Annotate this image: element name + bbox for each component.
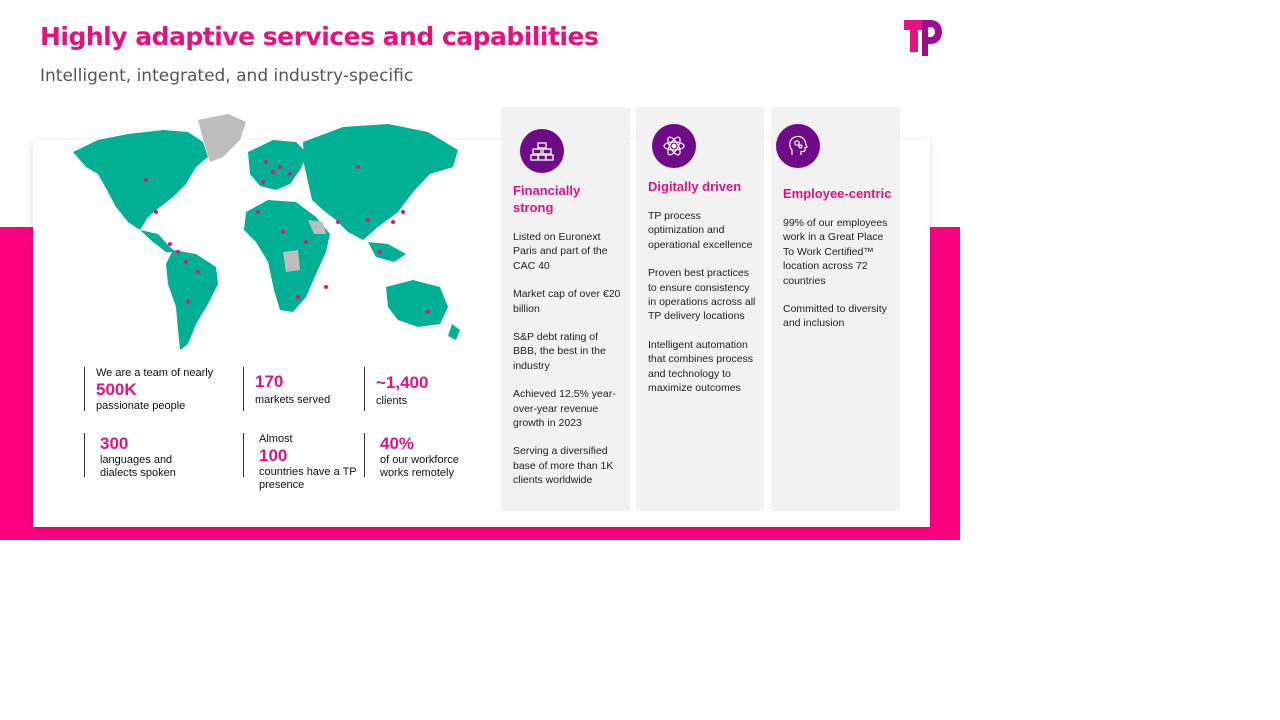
- column-financially-strong: Financially strong Listed on Euronext Pa…: [501, 107, 630, 511]
- stat-team-size: We are a team of nearly 500K passionate …: [84, 367, 246, 412]
- slide: Highly adaptive services and capabilitie…: [0, 16, 960, 540]
- column-text: 99% of our employees work in a Great Pla…: [783, 216, 893, 345]
- stat-label: countries have a TP presence: [259, 466, 357, 491]
- stat-value: ~1,400: [376, 373, 429, 392]
- column-item: Market cap of over €20 billion: [513, 288, 621, 315]
- gold-bars-icon: [520, 129, 564, 173]
- stat-label: passionate people: [96, 400, 186, 412]
- column-item: Intelligent automation that combines pro…: [648, 338, 754, 395]
- map-africa-gray: [283, 250, 300, 272]
- column-item: Committed to diversity and inclusion: [783, 303, 887, 330]
- map-new-zealand: [448, 324, 460, 340]
- map-north-america: [73, 130, 208, 230]
- stat-value: 500K: [96, 380, 137, 399]
- column-employee-centric: Employee-centric 99% of our employees wo…: [771, 107, 900, 511]
- stat-remote: 40% of our workforce works remotely: [364, 433, 480, 479]
- column-text: Listed on Euronext Paris and part of the…: [513, 230, 623, 502]
- map-central-america: [140, 230, 176, 252]
- map-greenland: [198, 114, 246, 162]
- stat-value: 40%: [380, 434, 415, 453]
- page-subtitle: Intelligent, integrated, and industry-sp…: [40, 66, 414, 86]
- column-item: Proven best practices to ensure consiste…: [648, 267, 756, 323]
- map-se-asia: [368, 242, 406, 262]
- column-digitally-driven: Digitally driven TP process optimization…: [636, 107, 764, 511]
- stat-label: languages and dialects spoken: [100, 454, 176, 479]
- stat-markets: 170 markets served: [243, 367, 355, 411]
- map-south-america: [166, 250, 218, 350]
- stat-label: clients: [376, 395, 408, 407]
- stat-languages: 300 languages and dialects spoken: [84, 433, 210, 479]
- stat-value: 100: [259, 446, 288, 465]
- column-item: 99% of our employees work in a Great Pla…: [783, 217, 888, 287]
- column-item: Achieved 12.5% year-over-year revenue gr…: [513, 388, 616, 430]
- column-item: S&P debt rating of BBB, the best in the …: [513, 331, 606, 372]
- stat-label: markets served: [255, 394, 331, 406]
- stat-countries: Almost 100 countries have a TP presence: [243, 433, 359, 491]
- head-gears-icon: [776, 124, 820, 168]
- location-markers: [144, 160, 430, 314]
- world-map: [73, 114, 460, 350]
- column-heading: Financially strong: [513, 183, 581, 215]
- map-europe: [248, 140, 308, 190]
- stat-pre: Almost: [259, 433, 293, 445]
- column-item: Serving a diversified base of more than …: [513, 445, 614, 487]
- stat-clients: ~1,400 clients: [364, 367, 476, 411]
- map-asia: [303, 124, 458, 240]
- map-asia-gray: [308, 220, 326, 234]
- stat-value: 300: [100, 434, 129, 453]
- stat-label: of our workforce works remotely: [380, 454, 459, 479]
- stat-value: 170: [255, 372, 284, 391]
- map-australia: [386, 280, 448, 327]
- page-title: Highly adaptive services and capabilitie…: [40, 22, 599, 51]
- column-heading: Digitally driven: [648, 179, 742, 194]
- tp-logo-icon: [900, 16, 944, 60]
- column-item: TP process optimization and operational …: [648, 210, 753, 251]
- column-text: TP process optimization and operational …: [648, 209, 758, 409]
- column-item: Listed on Euronext Paris and part of the…: [513, 231, 608, 272]
- stat-pre: We are a team of nearly: [96, 367, 214, 379]
- atom-icon: [652, 124, 696, 168]
- column-heading: Employee-centric: [783, 186, 892, 201]
